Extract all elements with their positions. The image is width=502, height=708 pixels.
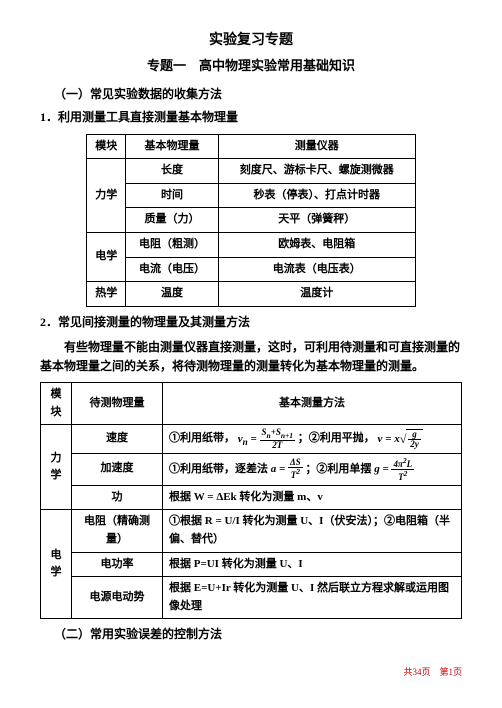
paragraph: 有些物理量不能由测量仪器直接测量，这时，可利用待测量和可直接测量的基本物理量之间… <box>40 338 462 376</box>
qty-cell: 电阻（精确测量） <box>72 510 163 552</box>
inst-cell: 电流表（电压表） <box>218 257 415 282</box>
table-row: 加速度 ①利用纸带，逐差法 a = ΔST2 ；②利用单摆 g = 4π2LT2 <box>41 453 462 485</box>
qty-cell: 加速度 <box>72 453 163 485</box>
table-row: 力学 长度 刻度尺、游标卡尺、螺旋测微器 <box>87 159 416 184</box>
module-cell: 热学 <box>87 282 126 307</box>
table-row: 电学 电阻（粗测） 欧姆表、电阻箱 <box>87 232 416 257</box>
col-module: 模块 <box>87 134 126 159</box>
method-cell: 根据 E=U+Ir 转化为测量 U、I 然后联立方程求解或运用图像处理 <box>163 577 462 619</box>
table-row: 电功率 根据 P=UI 转化为测量 U、I <box>41 552 462 577</box>
qty-cell: 时间 <box>126 183 218 208</box>
qty-cell: 电源电动势 <box>72 577 163 619</box>
method-cell: ①利用纸带， vn = Sn+Sn+12T ；②利用平抛， v = x√g2y <box>163 425 462 453</box>
table-row: 力学 速度 ①利用纸带， vn = Sn+Sn+12T ；②利用平抛， v = … <box>41 425 462 453</box>
indirect-measure-table: 模块 待测物理量 基本测量方法 力学 速度 ①利用纸带， vn = Sn+Sn+… <box>40 382 462 619</box>
inst-cell: 刻度尺、游标卡尺、螺旋测微器 <box>218 159 415 184</box>
table-row: 电源电动势 根据 E=U+Ir 转化为测量 U、I 然后联立方程求解或运用图像处… <box>41 577 462 619</box>
subsection-2-heading: 2．常见间接测量的物理量及其测量方法 <box>40 313 462 332</box>
qty-cell: 电功率 <box>72 552 163 577</box>
table-row: 模块 基本物理量 测量仪器 <box>87 134 416 159</box>
inst-cell: 秒表（停表）、打点计时器 <box>218 183 415 208</box>
qty-cell: 速度 <box>72 425 163 453</box>
sub-title: 专题一 高中物理实验常用基础知识 <box>40 56 462 77</box>
table-row: 热学 温度 温度计 <box>87 282 416 307</box>
inst-cell: 欧姆表、电阻箱 <box>218 232 415 257</box>
table-row: 模块 待测物理量 基本测量方法 <box>41 383 462 425</box>
col-method: 基本测量方法 <box>163 383 462 425</box>
section-1-heading: （一）常见实验数据的收集方法 <box>54 85 462 104</box>
table-row: 时间 秒表（停表）、打点计时器 <box>87 183 416 208</box>
section-2-heading: （二）常用实验误差的控制方法 <box>54 625 462 644</box>
qty-cell: 温度 <box>126 282 218 307</box>
qty-cell: 电阻（粗测） <box>126 232 218 257</box>
table-row: 功 根据 W = ΔEk 转化为测量 m、v <box>41 485 462 510</box>
qty-cell: 功 <box>72 485 163 510</box>
module-cell: 力学 <box>87 159 126 233</box>
module-cell: 电学 <box>87 232 126 281</box>
qty-cell: 质量（力） <box>126 208 218 233</box>
col-module: 模块 <box>41 383 72 425</box>
col-quantity: 待测物理量 <box>72 383 163 425</box>
method-cell: 根据 P=UI 转化为测量 U、I <box>163 552 462 577</box>
module-cell: 力学 <box>41 425 72 510</box>
page-footer: 共34页 第1页 <box>40 665 462 679</box>
module-cell: 电学 <box>41 510 72 619</box>
col-instrument: 测量仪器 <box>218 134 415 159</box>
col-quantity: 基本物理量 <box>126 134 218 159</box>
method-cell: 根据 W = ΔEk 转化为测量 m、v <box>163 485 462 510</box>
qty-cell: 电流（电压） <box>126 257 218 282</box>
qty-cell: 长度 <box>126 159 218 184</box>
main-title: 实验复习专题 <box>40 30 462 52</box>
inst-cell: 天平（弹簧秤） <box>218 208 415 233</box>
table-row: 电学 电阻（精确测量） ①根据 R = U/I 转化为测量 U、I（伏安法）；②… <box>41 510 462 552</box>
inst-cell: 温度计 <box>218 282 415 307</box>
direct-measure-table: 模块 基本物理量 测量仪器 力学 长度 刻度尺、游标卡尺、螺旋测微器 时间 秒表… <box>86 134 416 307</box>
subsection-1-heading: 1．利用测量工具直接测量基本物理量 <box>40 108 462 127</box>
method-cell: ①根据 R = U/I 转化为测量 U、I（伏安法）；②电阻箱（半偏、替代） <box>163 510 462 552</box>
table-row: 电流（电压） 电流表（电压表） <box>87 257 416 282</box>
table-row: 质量（力） 天平（弹簧秤） <box>87 208 416 233</box>
method-cell: ①利用纸带，逐差法 a = ΔST2 ；②利用单摆 g = 4π2LT2 <box>163 453 462 485</box>
